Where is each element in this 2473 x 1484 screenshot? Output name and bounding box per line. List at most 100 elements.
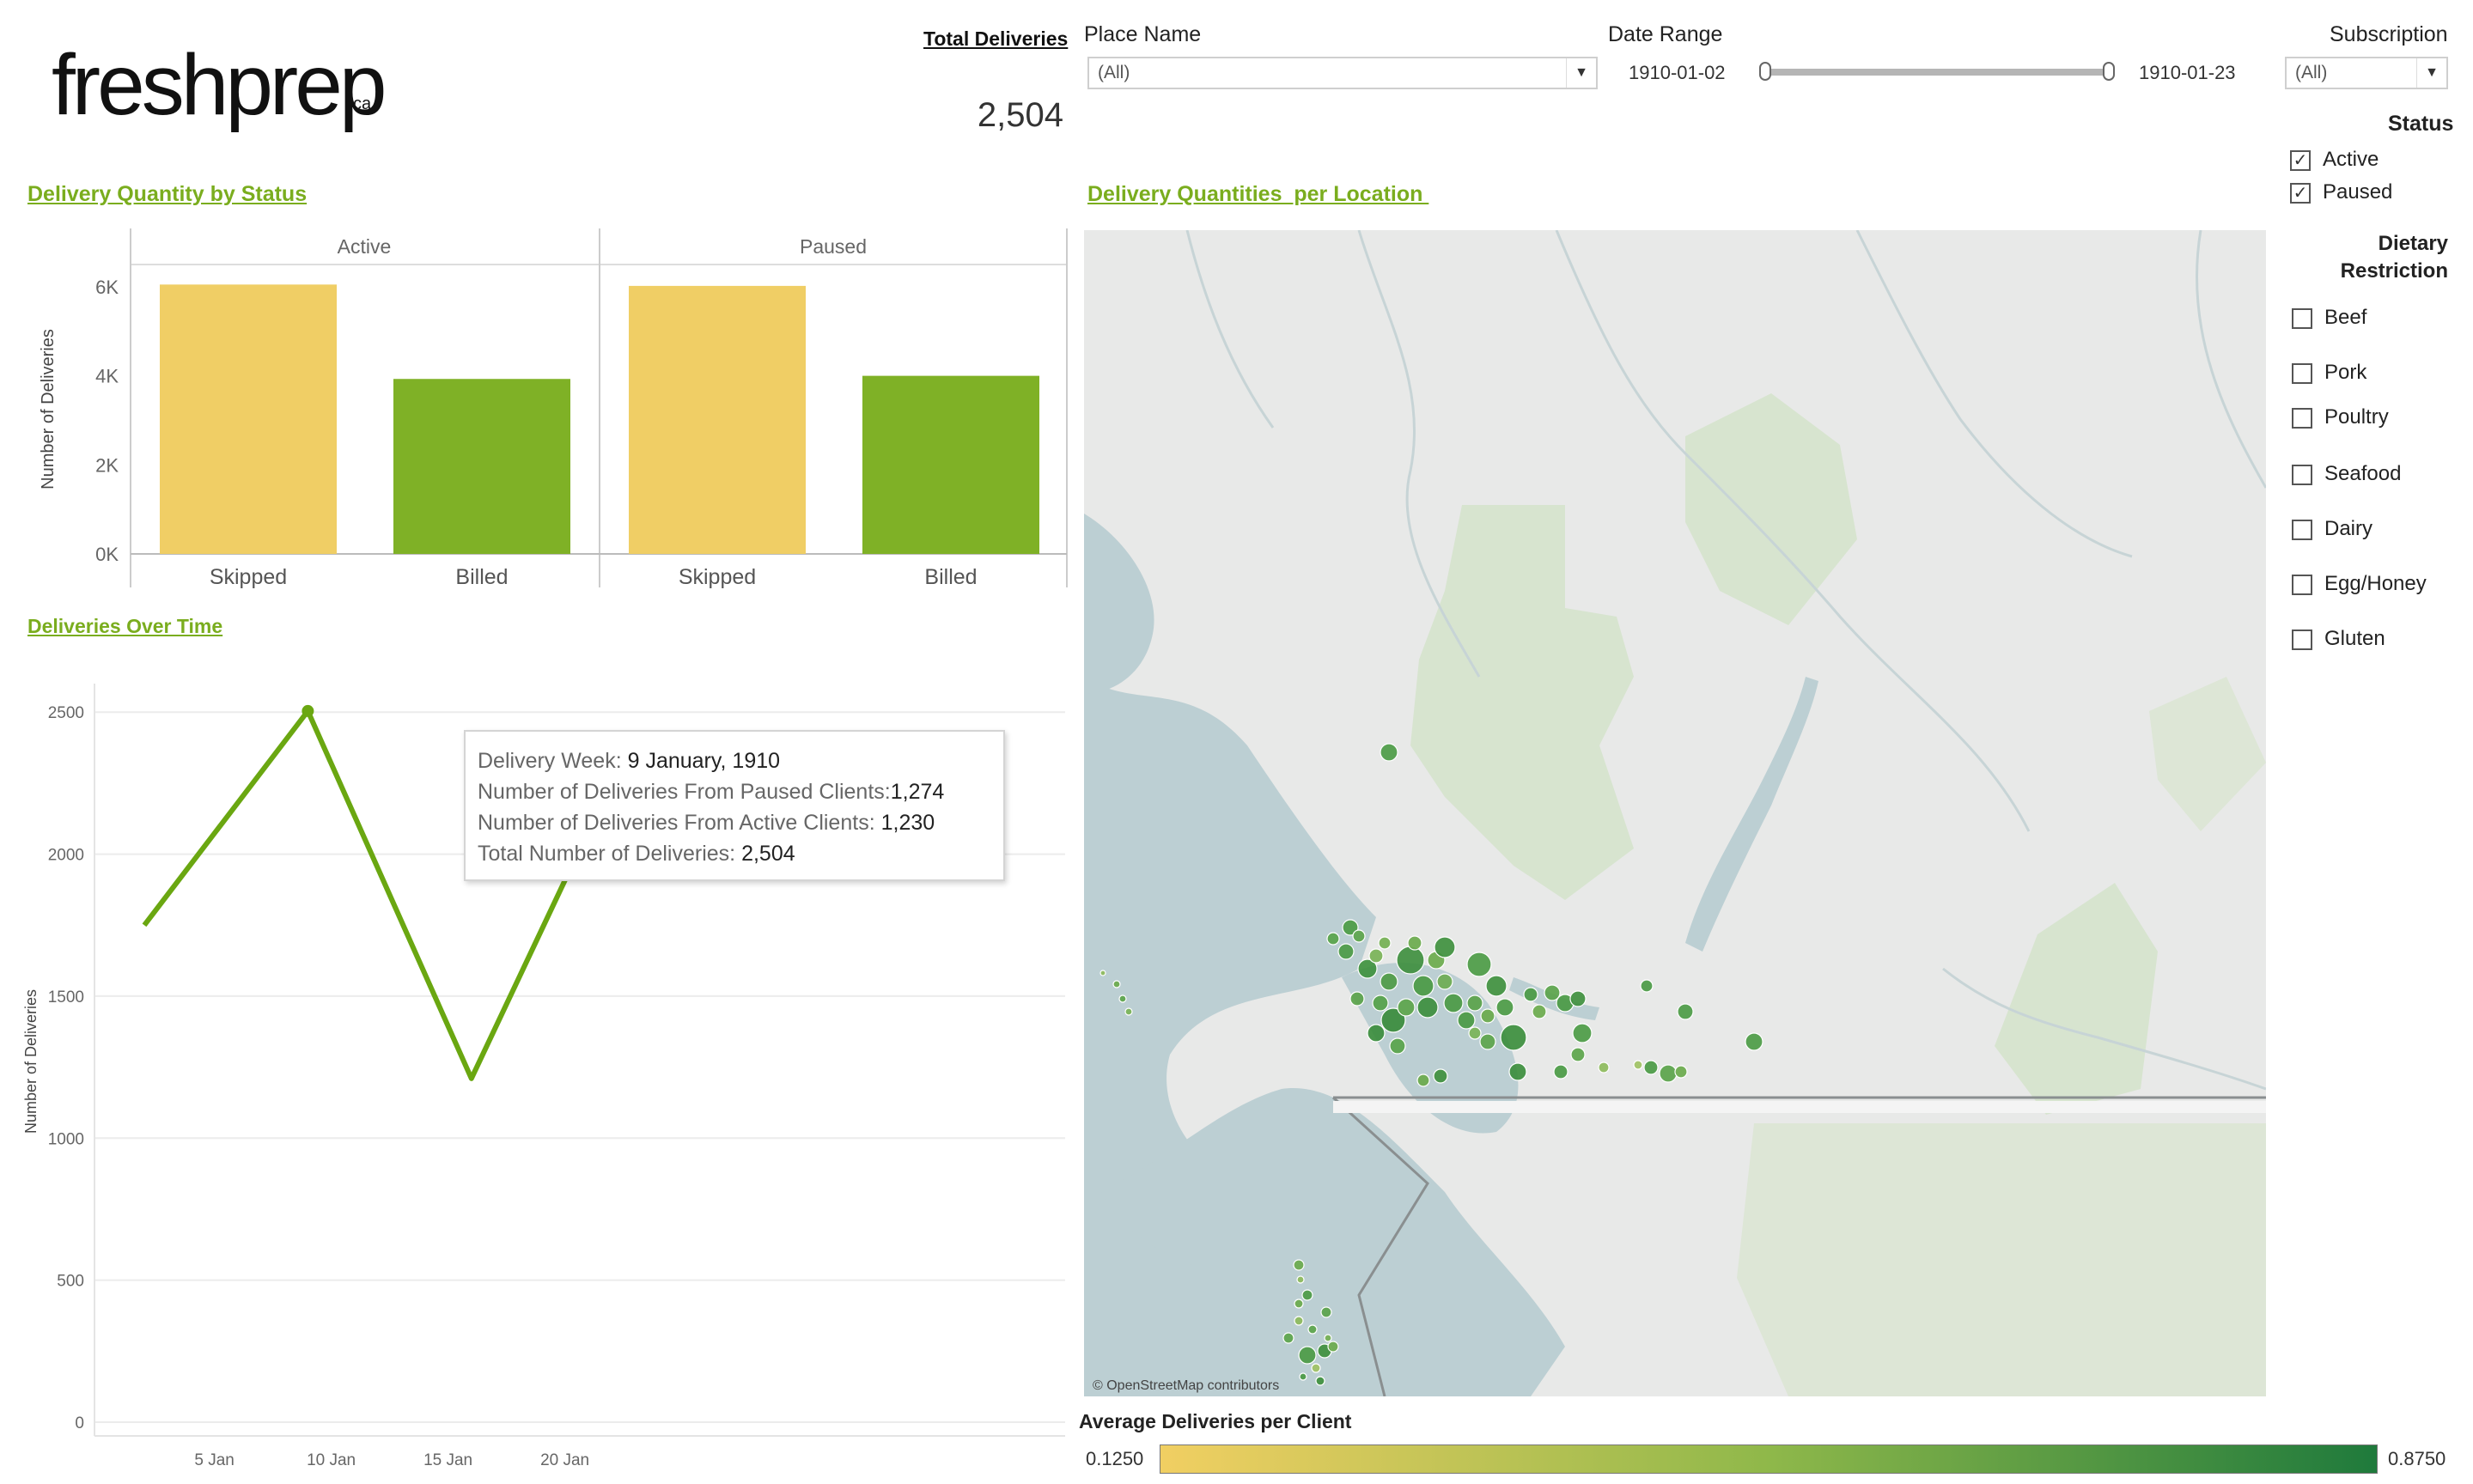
map-location-marker[interactable] xyxy=(1570,1047,1586,1062)
map-location-marker[interactable] xyxy=(1443,993,1464,1013)
map-location-marker[interactable] xyxy=(1532,1004,1547,1019)
map-location-marker[interactable] xyxy=(1112,980,1121,988)
tooltip-total-row: Total Number of Deliveries: 2,504 xyxy=(478,838,1003,869)
map-location-marker[interactable] xyxy=(1659,1064,1678,1083)
delivery-map[interactable]: © OpenStreetMap contributors xyxy=(1084,230,2266,1396)
bar-paused-billed[interactable] xyxy=(862,375,1039,554)
map-location-marker[interactable] xyxy=(1307,1324,1318,1335)
map-location-marker[interactable] xyxy=(1301,1289,1313,1301)
dietary-beef-checkbox[interactable]: Beef xyxy=(2292,306,2366,330)
map-location-marker[interactable] xyxy=(1311,1363,1321,1373)
map-location-marker[interactable] xyxy=(1372,994,1389,1012)
map-location-marker[interactable] xyxy=(1342,919,1359,936)
map-location-marker[interactable] xyxy=(1357,958,1378,979)
map-location-marker[interactable] xyxy=(1640,979,1654,993)
map-location-marker[interactable] xyxy=(1643,1060,1659,1075)
map-location-marker[interactable] xyxy=(1299,1372,1307,1381)
map-location-marker[interactable] xyxy=(1598,1061,1610,1073)
map-location-marker[interactable] xyxy=(1337,943,1355,960)
map-location-marker[interactable] xyxy=(1553,1064,1568,1080)
dietary-poultry-checkbox[interactable]: Poultry xyxy=(2292,405,2389,429)
status-active-checkbox[interactable]: ✓ Active xyxy=(2290,148,2379,172)
map-location-marker[interactable] xyxy=(1407,935,1422,951)
map-location-marker[interactable] xyxy=(1466,994,1483,1012)
map-location-marker[interactable] xyxy=(1397,998,1416,1017)
dietary-gluten-checkbox[interactable]: Gluten xyxy=(2292,627,2385,651)
map-location-marker[interactable] xyxy=(1293,1259,1305,1271)
status-paused-checkbox[interactable]: ✓ Paused xyxy=(2290,180,2392,204)
map-location-marker[interactable] xyxy=(1457,1011,1476,1030)
map-location-marker[interactable] xyxy=(1298,1346,1317,1365)
dietary-pork-checkbox[interactable]: Pork xyxy=(2292,361,2366,385)
bar-y-tick-label: 0K xyxy=(95,544,119,565)
map-location-marker[interactable] xyxy=(1745,1032,1763,1051)
map-location-marker[interactable] xyxy=(1352,929,1366,943)
map-location-marker[interactable] xyxy=(1416,1073,1430,1087)
map-location-marker[interactable] xyxy=(1633,1060,1643,1070)
map-location-marker[interactable] xyxy=(1380,743,1398,762)
tooltip-paused-row: Number of Deliveries From Paused Clients… xyxy=(478,776,1003,807)
map-location-marker[interactable] xyxy=(1544,984,1561,1001)
map-location-marker[interactable] xyxy=(1294,1298,1304,1309)
map-location-marker[interactable] xyxy=(1296,1275,1305,1284)
map-location-marker[interactable] xyxy=(1572,1023,1593,1043)
map-location-marker[interactable] xyxy=(1380,1007,1406,1033)
dietary-seafood-checkbox[interactable]: Seafood xyxy=(2292,462,2401,486)
place-name-select[interactable]: (All) ▼ xyxy=(1087,57,1598,89)
map-location-marker[interactable] xyxy=(1368,948,1384,964)
map-location-marker[interactable] xyxy=(1466,952,1492,977)
line-highlight-point[interactable] xyxy=(302,704,314,717)
map-location-marker[interactable] xyxy=(1434,936,1456,958)
map-location-marker[interactable] xyxy=(1569,990,1587,1007)
date-range-end-handle[interactable] xyxy=(2103,62,2115,81)
map-location-marker[interactable] xyxy=(1327,1341,1339,1353)
map-location-marker[interactable] xyxy=(1436,973,1453,990)
deliveries-line[interactable] xyxy=(142,708,637,1081)
map-location-marker[interactable] xyxy=(1485,975,1508,997)
map-location-marker[interactable] xyxy=(1396,946,1425,975)
map-location-marker[interactable] xyxy=(1480,1008,1495,1024)
map-location-marker[interactable] xyxy=(1677,1003,1694,1020)
checkbox-icon xyxy=(2292,362,2312,384)
dietary-beef-label: Beef xyxy=(2324,306,2367,329)
map-location-marker[interactable] xyxy=(1479,1033,1496,1050)
map-location-marker[interactable] xyxy=(1315,1376,1325,1386)
map-location-marker[interactable] xyxy=(1294,1316,1304,1326)
bar-active-skipped[interactable] xyxy=(160,284,337,554)
map-location-marker[interactable] xyxy=(1349,991,1365,1007)
map-location-marker[interactable] xyxy=(1389,1037,1406,1055)
map-location-marker[interactable] xyxy=(1380,972,1398,991)
tooltip-total-value: 2,504 xyxy=(741,842,795,866)
map-location-marker[interactable] xyxy=(1495,998,1514,1017)
bar-x-tick-label: Skipped xyxy=(210,565,287,589)
date-range-end: 1910-01-23 xyxy=(2139,62,2236,83)
map-location-marker[interactable] xyxy=(1320,1306,1332,1318)
map-location-marker[interactable] xyxy=(1282,1332,1294,1344)
map-location-marker[interactable] xyxy=(1508,1062,1527,1081)
map-location-marker[interactable] xyxy=(1523,987,1538,1002)
map-location-marker[interactable] xyxy=(1500,1024,1527,1051)
date-range-start-handle[interactable] xyxy=(1759,62,1771,81)
chevron-down-icon: ▼ xyxy=(1566,58,1596,88)
checkbox-icon xyxy=(2292,519,2312,540)
map-location-marker[interactable] xyxy=(1674,1065,1688,1079)
dietary-egg-honey-checkbox[interactable]: Egg/Honey xyxy=(2292,572,2427,596)
checkbox-icon xyxy=(2292,574,2312,595)
map-location-marker[interactable] xyxy=(1118,994,1127,1003)
subscription-select[interactable]: (All) ▼ xyxy=(2285,57,2448,89)
map-location-marker[interactable] xyxy=(1124,1007,1133,1016)
map-location-marker[interactable] xyxy=(1378,936,1392,950)
bar-active-billed[interactable] xyxy=(393,379,570,554)
map-location-marker[interactable] xyxy=(1367,1024,1386,1043)
map-location-marker[interactable] xyxy=(1433,1068,1448,1084)
map-location-marker[interactable] xyxy=(1324,1334,1332,1342)
map-location-marker[interactable] xyxy=(1326,932,1340,946)
bar-paused-skipped[interactable] xyxy=(629,285,806,554)
map-location-marker[interactable] xyxy=(1416,996,1439,1019)
map-location-marker[interactable] xyxy=(1412,975,1434,997)
dietary-dairy-checkbox[interactable]: Dairy xyxy=(2292,517,2372,541)
place-name-value: (All) xyxy=(1098,63,1130,82)
map-location-marker[interactable] xyxy=(1468,1026,1482,1040)
date-range-slider-track[interactable] xyxy=(1766,69,2110,76)
map-location-marker[interactable] xyxy=(1099,970,1106,976)
